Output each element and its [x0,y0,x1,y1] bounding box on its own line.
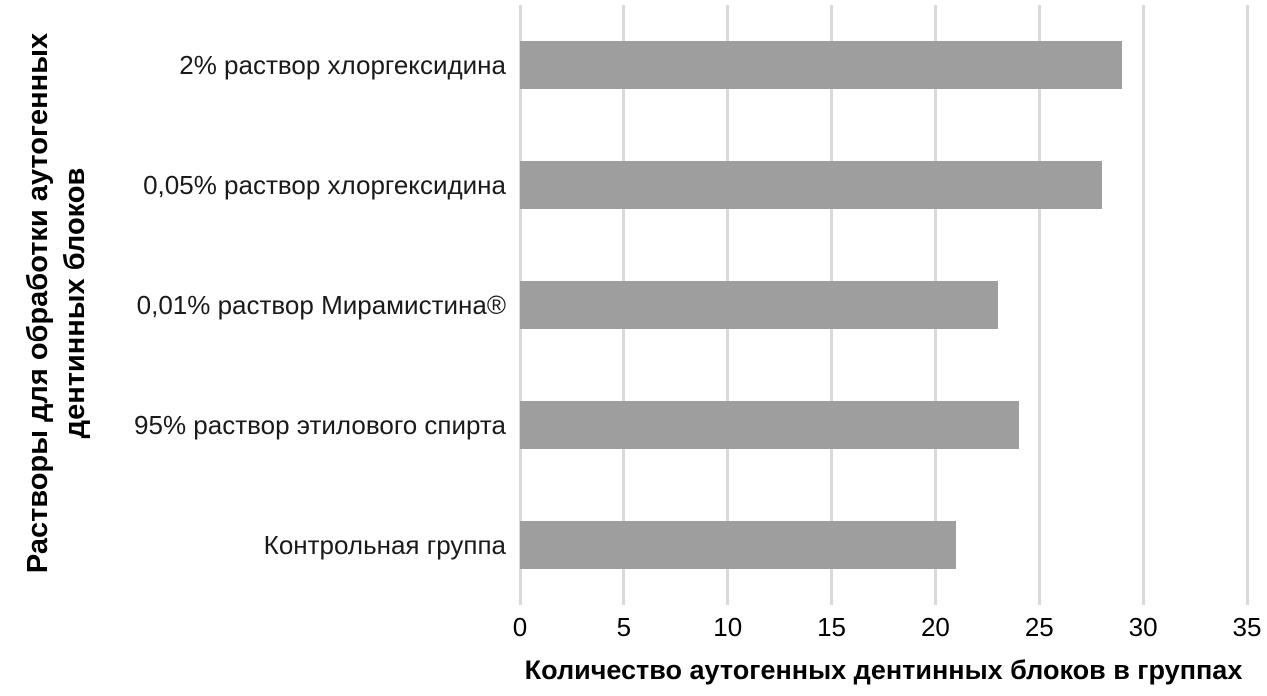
category-label-4: Контрольная группа [263,529,506,560]
gridline-x-35 [1245,5,1249,605]
bar-1 [520,161,1102,209]
gridline-x-25 [1037,5,1041,605]
x-tick-label-15: 15 [817,612,847,642]
category-axis-labels: 2% раствор хлоргексидина 0,05% раствор хл… [0,5,506,605]
x-tick-label-25: 25 [1024,612,1054,642]
bar-3 [520,401,1019,449]
category-label-1: 0,05% раствор хлоргексидина [143,169,506,200]
plot-area [518,5,1249,605]
x-tick-label-0: 0 [512,612,528,642]
bar-0 [520,41,1123,89]
bar-2 [520,281,998,329]
x-tick-label-5: 5 [616,612,632,642]
category-label-3: 95% раствор этилового спирта [134,409,506,440]
category-label-0: 2% раствор хлоргексидина [179,49,506,80]
category-label-2: 0,01% раствор Мирамистина® [136,289,506,320]
x-tick-label-10: 10 [713,612,743,642]
gridline-x-30 [1141,5,1145,605]
x-tick-label-30: 30 [1128,612,1158,642]
bar-4 [520,521,957,569]
x-axis-tick-labels: 0 5 10 15 20 25 30 35 [513,612,1262,646]
x-tick-label-20: 20 [920,612,950,642]
x-axis-title: Количество аутогенных дентинных блоков в… [524,655,1243,685]
x-tick-label-35: 35 [1232,612,1262,642]
